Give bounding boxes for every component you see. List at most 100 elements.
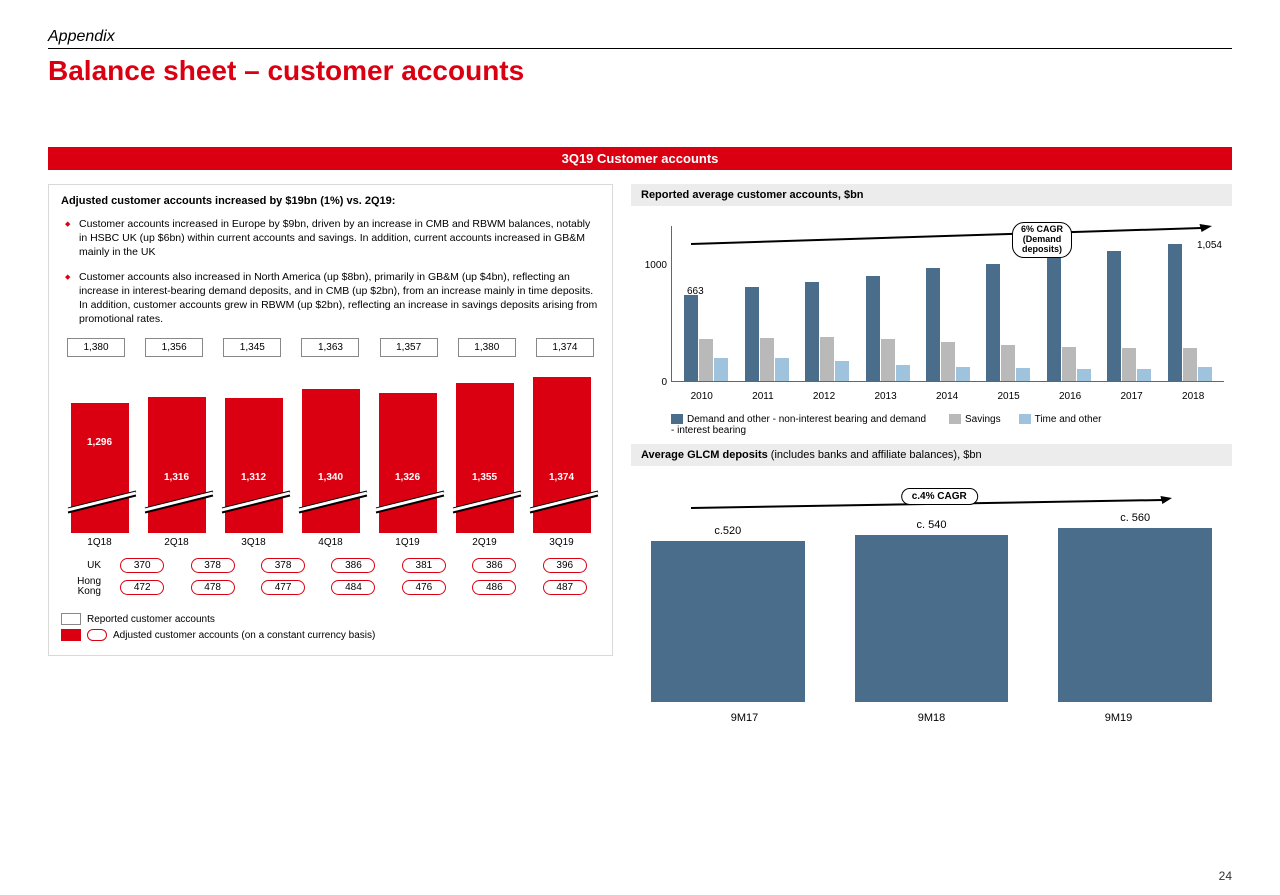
adjusted-bar-label: 1,355: [472, 472, 497, 483]
glcm-bar: [651, 541, 805, 702]
bullet-item: Customer accounts increased in Europe by…: [65, 217, 600, 260]
legend-swatch: [671, 414, 683, 424]
bar-group: [1047, 258, 1091, 382]
reported-value-box: 1,380: [458, 338, 516, 357]
pill-value: 396: [536, 558, 594, 573]
series-bar: [1077, 369, 1091, 381]
series-bar: [1062, 347, 1076, 381]
legend-label: Adjusted customer accounts (on a constan…: [113, 630, 375, 641]
series-bar: [941, 342, 955, 381]
series-bar: [1107, 251, 1121, 381]
reported-value-box: 1,345: [223, 338, 281, 357]
bar-group: [805, 282, 849, 381]
legend-swatch: [1019, 414, 1031, 424]
glcm-bar: [1058, 528, 1212, 702]
series-bar: [684, 295, 698, 381]
adjusted-bar-label: 1,312: [241, 472, 266, 483]
series-bar: [866, 276, 880, 381]
x-axis-label: 1Q18: [67, 537, 132, 548]
adjusted-bar: 1,312: [225, 398, 283, 533]
adjusted-bar: 1,355: [456, 383, 514, 533]
pill-value: 378: [183, 558, 241, 573]
adjusted-bar: 1,374: [533, 377, 591, 533]
adjusted-bar: 1,296: [71, 403, 129, 533]
section-banner: 3Q19 Customer accounts: [48, 147, 1232, 170]
series-bar: [1016, 368, 1030, 381]
x-axis-label: 2Q18: [144, 537, 209, 548]
chart1-start-value: 663: [687, 286, 704, 297]
legend-item: Savings: [949, 414, 1001, 425]
bar-value-label: c. 540: [917, 519, 947, 531]
legend-item: Time and other: [1019, 414, 1102, 425]
series-bar: [699, 339, 713, 381]
pill-value: 472: [113, 580, 171, 595]
glcm-bar: [855, 535, 1009, 702]
series-bar: [820, 337, 834, 381]
series-bar: [1198, 367, 1212, 381]
x-axis-label: 9M19: [1105, 712, 1133, 724]
bar-group: [1168, 244, 1212, 381]
x-axis-label: 2010: [691, 391, 713, 402]
bar-value-label: c. 560: [1120, 512, 1150, 524]
x-axis-label: 2016: [1059, 391, 1081, 402]
legend-item: Demand and other - non-interest bearing …: [671, 414, 931, 436]
adjusted-bar-label: 1,340: [318, 472, 343, 483]
pill-row-label: HongKong: [67, 577, 101, 597]
x-axis-label: 1Q19: [375, 537, 440, 548]
series-bar: [896, 365, 910, 381]
pill-value: 370: [113, 558, 171, 573]
bullet-list: Customer accounts increased in Europe by…: [61, 217, 600, 326]
bar-wrap: c. 540: [855, 519, 1009, 702]
pill-row-label: UK: [67, 561, 101, 571]
pill-value: 487: [536, 580, 594, 595]
pill-value: 476: [395, 580, 453, 595]
reported-value-box: 1,363: [301, 338, 359, 357]
chart1-plot: [671, 226, 1224, 382]
legend-box-adjusted: [61, 629, 81, 641]
pill-value: 478: [183, 580, 241, 595]
customer-accounts-chart: 6% CAGR(Demanddeposits) 663 1,054 1000 0…: [631, 216, 1232, 406]
legend-text: Savings: [965, 414, 1001, 425]
series-bar: [1122, 348, 1136, 381]
pill-value: 477: [254, 580, 312, 595]
chart1-end-value: 1,054: [1197, 240, 1222, 251]
bar-value-label: c.520: [714, 525, 741, 537]
legend-swatch: [949, 414, 961, 424]
reported-value-box: 1,357: [380, 338, 438, 357]
left-panel: Adjusted customer accounts increased by …: [48, 184, 613, 656]
page-number: 24: [1219, 869, 1232, 883]
x-axis-label: 2013: [874, 391, 896, 402]
x-axis-label: 2017: [1121, 391, 1143, 402]
x-axis-label: 2012: [813, 391, 835, 402]
legend-box-reported: [61, 613, 81, 625]
legend-text: Time and other: [1035, 414, 1102, 425]
adjusted-bar-label: 1,316: [164, 472, 189, 483]
chart2-title-rest: (includes banks and affiliate balances),…: [771, 449, 982, 461]
chart2-title: Average GLCM deposits (includes banks an…: [631, 444, 1232, 466]
adjusted-bar-label: 1,374: [549, 472, 574, 483]
bar-group: [684, 295, 728, 381]
adjusted-bar: 1,326: [379, 393, 437, 533]
x-axis-label: 2014: [936, 391, 958, 402]
x-axis-label: 2011: [752, 391, 774, 402]
series-bar: [1168, 244, 1182, 381]
bar-group: [866, 276, 910, 381]
bar-group: [1107, 251, 1151, 381]
reported-value-box: 1,374: [536, 338, 594, 357]
series-bar: [926, 268, 940, 381]
bar-wrap: c. 560: [1058, 512, 1212, 702]
series-bar: [1001, 345, 1015, 381]
red-bar-chart: 1,3801,3561,3451,3631,3571,3801,374 1,29…: [61, 338, 600, 599]
series-bar: [986, 264, 1000, 381]
pill-value: 386: [324, 558, 382, 573]
cagr-badge: 6% CAGR(Demanddeposits): [1012, 222, 1072, 258]
x-axis-label: 9M18: [918, 712, 946, 724]
x-axis-label: 3Q18: [221, 537, 286, 548]
chart1-title: Reported average customer accounts, $bn: [631, 184, 1232, 206]
cagr-badge: c.4% CAGR: [901, 488, 978, 505]
bullet-item: Customer accounts also increased in Nort…: [65, 270, 600, 327]
legend-text: Demand and other - non-interest bearing …: [671, 414, 926, 436]
pill-value: 386: [465, 558, 523, 573]
x-axis-label: 2018: [1182, 391, 1204, 402]
series-bar: [714, 358, 728, 381]
